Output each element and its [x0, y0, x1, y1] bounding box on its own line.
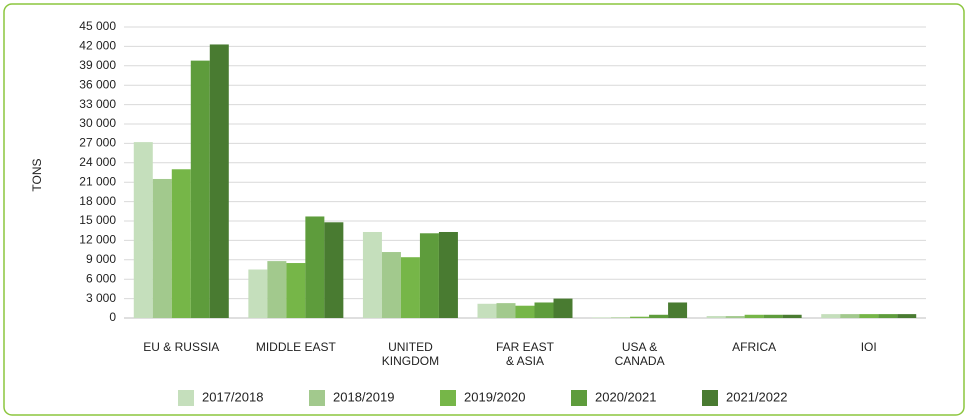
legend-swatch [571, 390, 587, 406]
y-tick-label: 39 000 [79, 58, 116, 72]
bar [171, 169, 191, 318]
bar [248, 269, 268, 318]
bar [209, 44, 229, 319]
y-tick-label: 27 000 [79, 136, 116, 150]
bar [324, 222, 344, 318]
legend-swatch [440, 390, 456, 406]
bar [897, 314, 917, 318]
y-tick-label: 33 000 [79, 97, 116, 111]
bar [630, 316, 650, 318]
legend-label: 2019/2020 [464, 389, 525, 404]
y-tick-label: 24 000 [79, 155, 116, 169]
bar [821, 314, 841, 318]
legend-label: 2020/2021 [595, 389, 656, 404]
y-tick-label: 45 000 [79, 19, 116, 33]
bar [649, 314, 669, 318]
y-axis-label: TONS [30, 158, 44, 191]
bar [534, 302, 554, 318]
legend-swatch [178, 390, 194, 406]
x-tick-label: FAR EAST & ASIA [496, 340, 555, 368]
bar [400, 257, 420, 318]
bar [419, 233, 439, 318]
frame [3, 3, 965, 416]
bar [152, 178, 172, 318]
y-tick-label: 3 000 [86, 291, 116, 305]
bar [782, 314, 802, 318]
bar [515, 305, 535, 318]
bar [611, 317, 631, 318]
x-tick-label: USA & CANADA [615, 340, 665, 368]
y-tick-label: 0 [109, 310, 116, 324]
bar [267, 261, 287, 318]
bar [381, 252, 401, 318]
y-tick-label: 12 000 [79, 233, 116, 247]
bar [438, 231, 458, 318]
bar [133, 142, 153, 318]
x-tick-label: EU & RUSSIA [143, 340, 219, 354]
y-tick-label: 21 000 [79, 174, 116, 188]
y-tick-label: 30 000 [79, 116, 116, 130]
x-tick-label: UNITED KINGDOM [382, 340, 439, 368]
bar [840, 314, 860, 318]
legend-label: 2021/2022 [726, 389, 787, 404]
legend-label: 2018/2019 [333, 389, 394, 404]
x-tick-label: AFRICA [732, 340, 776, 354]
legend-label: 2017/2018 [202, 389, 263, 404]
legend-swatch [309, 390, 325, 406]
bar [744, 314, 764, 318]
bar [190, 60, 210, 318]
bar [553, 298, 573, 318]
bar [706, 316, 726, 318]
bar [286, 263, 306, 318]
y-tick-label: 9 000 [86, 252, 116, 266]
bar [763, 314, 783, 318]
bar [305, 216, 325, 318]
x-tick-label: MIDDLE EAST [256, 340, 337, 354]
bar [859, 314, 879, 318]
y-tick-label: 36 000 [79, 77, 116, 91]
legend-swatch [702, 390, 718, 406]
bar [592, 317, 612, 318]
bar [496, 303, 516, 318]
y-tick-label: 18 000 [79, 194, 116, 208]
bar [725, 316, 745, 318]
y-tick-label: 6 000 [86, 271, 116, 285]
y-tick-label: 15 000 [79, 213, 116, 227]
bar [668, 302, 688, 318]
bar [362, 231, 382, 318]
y-tick-label: 42 000 [79, 39, 116, 53]
x-tick-label: IOI [861, 340, 877, 354]
bar [878, 314, 898, 318]
bar [477, 303, 497, 318]
